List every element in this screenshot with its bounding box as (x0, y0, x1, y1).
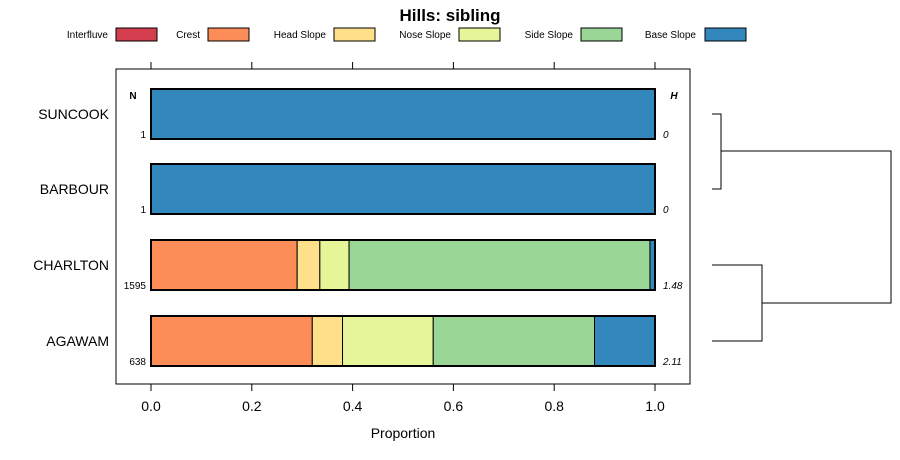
chart-title: Hills: sibling (399, 6, 500, 25)
plot-frame (115, 68, 691, 385)
bar-segment-agawam-base-slope (594, 315, 656, 367)
legend-swatch-base-slope (704, 27, 747, 42)
bar-segment-charlton-side-slope (348, 239, 651, 291)
x-tick-label: 0.6 (444, 398, 464, 414)
top-tick-marks (150, 62, 656, 69)
x-tick-label: 0.4 (343, 398, 363, 414)
category-label-barbour: BARBOUR (40, 181, 109, 197)
dendrogram-root (721, 150, 892, 304)
bar-segment-agawam-side-slope (432, 315, 596, 367)
legend-label-interfluve: Interfluve (67, 30, 109, 41)
bar-outline-charlton (150, 239, 656, 291)
legend-label-crest: Crest (176, 30, 200, 41)
bars (150, 88, 656, 367)
legend-swatch-interfluve (115, 27, 158, 42)
x-tick-label: 0.0 (141, 398, 161, 414)
dendrogram-branch (712, 264, 763, 342)
legend-label-side-slope: Side Slope (525, 30, 574, 41)
bar-segment-barbour-base-slope (150, 163, 656, 215)
bar-segment-charlton-nose-slope (319, 239, 350, 291)
n-column-header: N (129, 91, 136, 102)
x-tick-label: 1.0 (645, 398, 665, 414)
row-labels: SUNCOOK 1 0 BARBOUR 1 0 CHARLTON 1595 1.48 AGAWAM… (33, 106, 683, 368)
legend: Interfluve Crest Head Slope Nose Slope Side … (67, 27, 747, 42)
category-label-charlton: CHARLTON (33, 257, 109, 273)
h-value-barbour: 0 (663, 205, 669, 216)
legend-swatch-side-slope (580, 27, 623, 42)
n-value-agawam: 638 (129, 357, 146, 368)
category-label-suncook: SUNCOOK (38, 106, 109, 122)
x-axis: 0.0 0.2 0.4 0.6 0.8 1.0 (141, 384, 665, 414)
h-value-suncook: 0 (663, 130, 669, 141)
bar-segment-suncook-base-slope (150, 88, 656, 140)
n-value-barbour: 1 (140, 205, 146, 216)
bar-segment-agawam-crest (150, 315, 313, 367)
dendrogram (712, 113, 892, 342)
x-tick-label: 0.8 (544, 398, 564, 414)
n-value-suncook: 1 (140, 130, 146, 141)
bar-outline-agawam (150, 315, 656, 367)
h-column-header: H (670, 91, 678, 102)
category-label-agawam: AGAWAM (46, 333, 109, 349)
legend-swatch-crest (207, 27, 250, 42)
legend-label-head-slope: Head Slope (274, 30, 327, 41)
h-value-charlton: 1.48 (663, 281, 683, 292)
dendrogram-branch (712, 113, 722, 190)
bar-outline-suncook (150, 88, 656, 140)
n-value-charlton: 1595 (124, 281, 147, 292)
bar-segment-charlton-head-slope (296, 239, 321, 291)
legend-swatch-head-slope (333, 27, 376, 42)
bar-segment-charlton-crest (150, 239, 298, 291)
legend-label-nose-slope: Nose Slope (399, 30, 451, 41)
x-tick-label: 0.2 (242, 398, 262, 414)
legend-swatch-nose-slope (458, 27, 501, 42)
bar-segment-agawam-nose-slope (342, 315, 434, 367)
x-axis-label: Proportion (371, 425, 436, 441)
legend-label-base-slope: Base Slope (645, 30, 697, 41)
h-value-agawam: 2.11 (662, 357, 682, 368)
bar-segment-agawam-head-slope (311, 315, 344, 367)
bar-outline-barbour (150, 163, 656, 215)
